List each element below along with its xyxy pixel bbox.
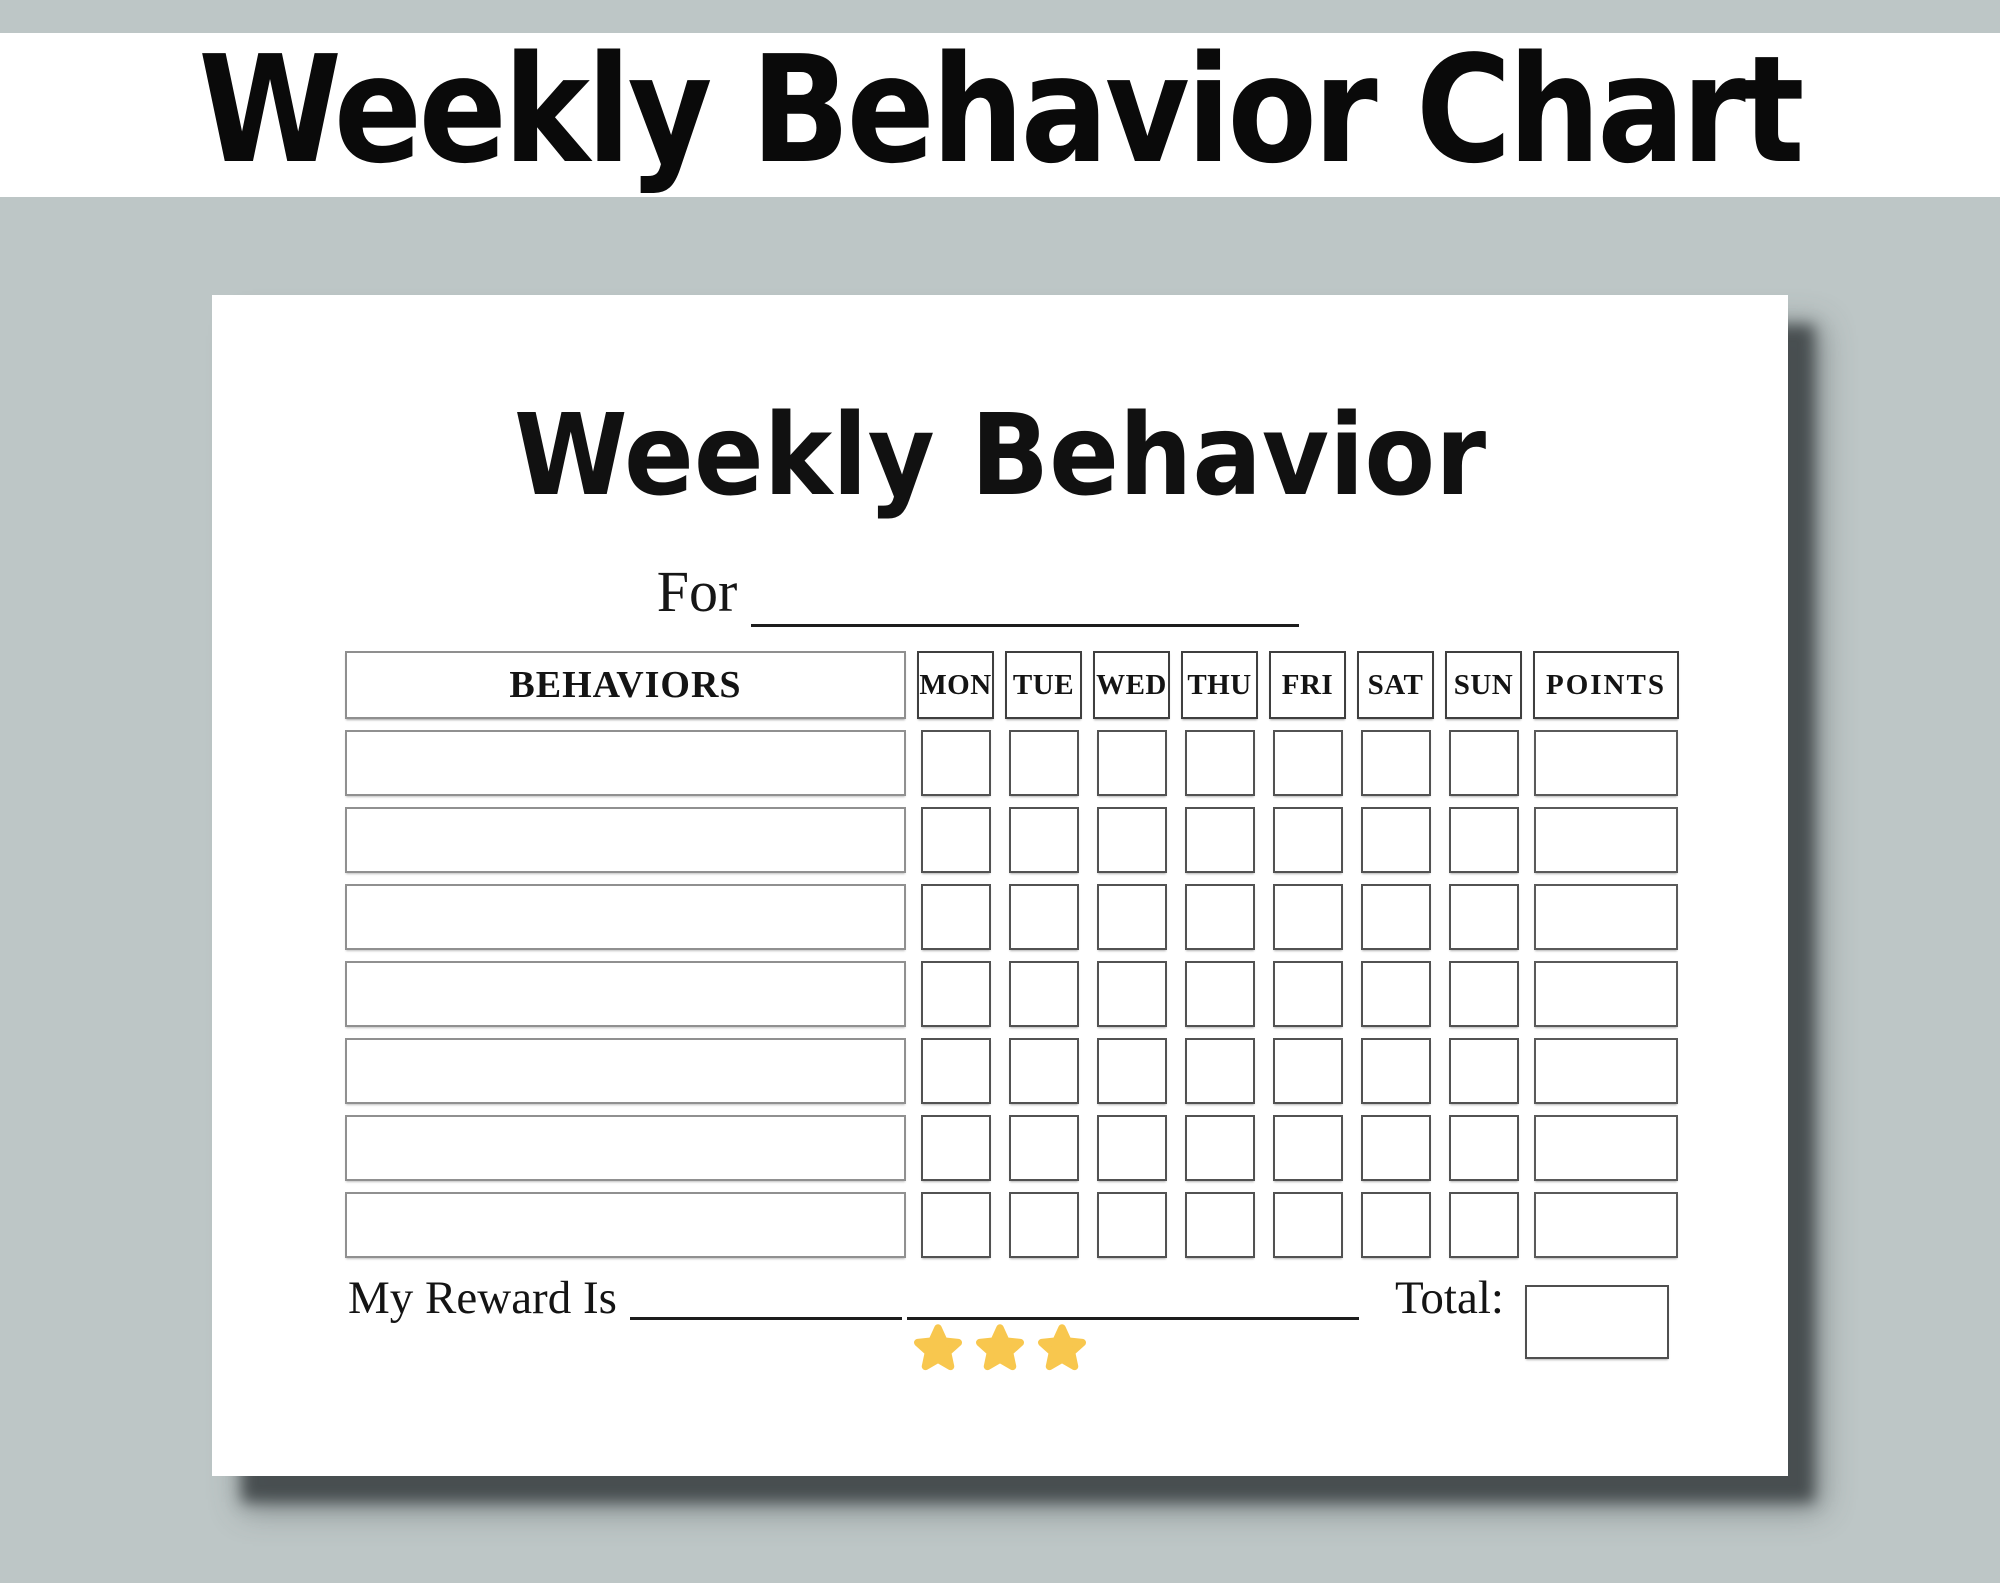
day-check-cell-sat[interactable] bbox=[1360, 884, 1431, 950]
day-check-cell-mon[interactable] bbox=[920, 1038, 991, 1104]
day-header-fri: FRI bbox=[1269, 651, 1346, 719]
star-icon bbox=[1037, 1323, 1087, 1373]
banner-title: Weekly Behavior Chart bbox=[198, 24, 1805, 196]
day-check-cell-wed[interactable] bbox=[1096, 1115, 1167, 1181]
behavior-name-cell[interactable] bbox=[345, 1192, 906, 1258]
day-check-cell-sat[interactable] bbox=[1360, 730, 1431, 796]
points-cell[interactable] bbox=[1534, 1115, 1678, 1181]
day-check-cell-mon[interactable] bbox=[920, 1115, 991, 1181]
total-box[interactable] bbox=[1525, 1285, 1669, 1359]
day-check-cell-sat[interactable] bbox=[1360, 1192, 1431, 1258]
day-check-cell-fri[interactable] bbox=[1272, 1192, 1343, 1258]
day-check-cell-tue[interactable] bbox=[1008, 1192, 1079, 1258]
day-check-cell-fri[interactable] bbox=[1272, 884, 1343, 950]
behavior-name-cell[interactable] bbox=[345, 884, 906, 950]
day-check-cell-tue[interactable] bbox=[1008, 884, 1079, 950]
day-check-cell-thu[interactable] bbox=[1184, 807, 1255, 873]
day-check-cell-sun[interactable] bbox=[1448, 1115, 1519, 1181]
reward-row: My Reward Is Total: bbox=[212, 1252, 1788, 1359]
day-check-cell-thu[interactable] bbox=[1184, 1192, 1255, 1258]
day-check-cell-sat[interactable] bbox=[1360, 961, 1431, 1027]
day-check-cell-tue[interactable] bbox=[1008, 1115, 1079, 1181]
points-cell[interactable] bbox=[1534, 1192, 1678, 1258]
points-cell[interactable] bbox=[1534, 1038, 1678, 1104]
reward-line[interactable] bbox=[630, 1317, 902, 1320]
day-check-cell-mon[interactable] bbox=[920, 884, 991, 950]
day-check-cell-fri[interactable] bbox=[1272, 807, 1343, 873]
stars-row bbox=[212, 1323, 1788, 1373]
day-check-cell-mon[interactable] bbox=[920, 807, 991, 873]
day-check-cell-wed[interactable] bbox=[1096, 884, 1167, 950]
day-check-cell-wed[interactable] bbox=[1096, 807, 1167, 873]
day-check-cell-tue[interactable] bbox=[1008, 807, 1079, 873]
behavior-table: BEHAVIORS MON TUE WED THU FRI SAT SUN POINTS bbox=[345, 651, 1679, 1258]
points-cell[interactable] bbox=[1534, 961, 1678, 1027]
day-header-tue: TUE bbox=[1005, 651, 1082, 719]
day-check-cell-fri[interactable] bbox=[1272, 961, 1343, 1027]
chart-card: Weekly Behavior For BEHAVIORS MON TUE WED TH… bbox=[212, 295, 1788, 1476]
day-header-mon: MON bbox=[917, 651, 994, 719]
day-check-cell-tue[interactable] bbox=[1008, 1038, 1079, 1104]
behaviors-header: BEHAVIORS bbox=[345, 651, 906, 719]
day-check-cell-wed[interactable] bbox=[1096, 730, 1167, 796]
day-check-cell-tue[interactable] bbox=[1008, 730, 1079, 796]
day-check-cell-sun[interactable] bbox=[1448, 730, 1519, 796]
reward-label: My Reward Is bbox=[348, 1272, 617, 1324]
day-check-cell-thu[interactable] bbox=[1184, 884, 1255, 950]
star-icon bbox=[913, 1323, 963, 1373]
behavior-name-cell[interactable] bbox=[345, 1115, 906, 1181]
total-label: Total: bbox=[1395, 1272, 1504, 1324]
day-check-cell-thu[interactable] bbox=[1184, 1038, 1255, 1104]
day-check-cell-wed[interactable] bbox=[1096, 1038, 1167, 1104]
day-check-cell-sun[interactable] bbox=[1448, 1038, 1519, 1104]
day-check-cell-fri[interactable] bbox=[1272, 1038, 1343, 1104]
points-cell[interactable] bbox=[1534, 807, 1678, 873]
star-icon bbox=[975, 1323, 1025, 1373]
behavior-name-cell[interactable] bbox=[345, 961, 906, 1027]
day-check-cell-fri[interactable] bbox=[1272, 730, 1343, 796]
day-header-sun: SUN bbox=[1445, 651, 1522, 719]
points-header: POINTS bbox=[1533, 651, 1679, 719]
day-check-cell-wed[interactable] bbox=[1096, 961, 1167, 1027]
day-check-cell-tue[interactable] bbox=[1008, 961, 1079, 1027]
reward-line[interactable] bbox=[907, 1317, 1359, 1320]
day-check-cell-thu[interactable] bbox=[1184, 961, 1255, 1027]
points-cell[interactable] bbox=[1534, 884, 1678, 950]
day-check-cell-sun[interactable] bbox=[1448, 807, 1519, 873]
day-check-cell-sat[interactable] bbox=[1360, 1115, 1431, 1181]
day-header-wed: WED bbox=[1093, 651, 1170, 719]
banner: Weekly Behavior Chart bbox=[0, 33, 2000, 197]
day-check-cell-sat[interactable] bbox=[1360, 807, 1431, 873]
day-check-cell-sun[interactable] bbox=[1448, 1192, 1519, 1258]
behavior-name-cell[interactable] bbox=[345, 1038, 906, 1104]
day-check-cell-sat[interactable] bbox=[1360, 1038, 1431, 1104]
day-header-sat: SAT bbox=[1357, 651, 1434, 719]
behavior-name-cell[interactable] bbox=[345, 807, 906, 873]
behavior-name-cell[interactable] bbox=[345, 730, 906, 796]
for-name-line[interactable] bbox=[751, 587, 1300, 627]
day-check-cell-mon[interactable] bbox=[920, 1192, 991, 1258]
day-check-cell-thu[interactable] bbox=[1184, 730, 1255, 796]
day-check-cell-thu[interactable] bbox=[1184, 1115, 1255, 1181]
for-row: For bbox=[190, 559, 1766, 627]
day-header-thu: THU bbox=[1181, 651, 1258, 719]
card-title: Weekly Behavior bbox=[513, 391, 1487, 521]
day-check-cell-sun[interactable] bbox=[1448, 884, 1519, 950]
points-cell[interactable] bbox=[1534, 730, 1678, 796]
day-check-cell-fri[interactable] bbox=[1272, 1115, 1343, 1181]
day-check-cell-sun[interactable] bbox=[1448, 961, 1519, 1027]
for-label: For bbox=[656, 559, 738, 624]
day-check-cell-wed[interactable] bbox=[1096, 1192, 1167, 1258]
day-check-cell-mon[interactable] bbox=[920, 961, 991, 1027]
day-check-cell-mon[interactable] bbox=[920, 730, 991, 796]
